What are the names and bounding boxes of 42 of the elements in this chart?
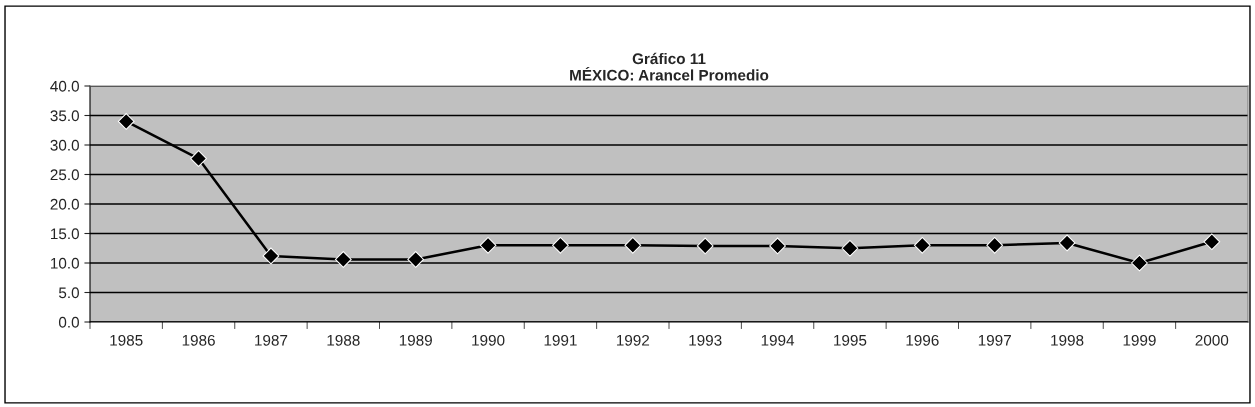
y-tick-label: 20.0 bbox=[50, 198, 79, 210]
x-tick-label: 1989 bbox=[399, 334, 432, 346]
y-tick-label: 5.0 bbox=[58, 287, 79, 299]
x-tick-label: 2000 bbox=[1195, 334, 1229, 346]
point bbox=[841, 239, 859, 257]
x-tick-label: 1993 bbox=[689, 334, 722, 346]
y-tick-label: 40.0 bbox=[50, 80, 79, 92]
x-tick-label: 1999 bbox=[1123, 334, 1156, 346]
point bbox=[769, 237, 786, 255]
point bbox=[479, 236, 497, 254]
point bbox=[1203, 233, 1221, 251]
point bbox=[117, 113, 135, 130]
x-tick-label: 1992 bbox=[616, 334, 650, 346]
x-tick-label: 1994 bbox=[761, 334, 795, 346]
x-tick-label: 1987 bbox=[255, 334, 288, 346]
chart-title: Gráfico 11 MÉXICO: Arancel Promedio bbox=[570, 52, 769, 81]
x-tick-label: 1985 bbox=[110, 334, 143, 346]
point bbox=[696, 237, 714, 255]
x-tick-label: 1991 bbox=[544, 334, 577, 346]
x-tick-label: 1986 bbox=[182, 334, 215, 346]
y-tick-label: 30.0 bbox=[50, 139, 79, 151]
point bbox=[624, 236, 642, 254]
point bbox=[334, 251, 352, 268]
x-tick-label: 1990 bbox=[472, 334, 505, 346]
point bbox=[190, 150, 207, 167]
point bbox=[262, 247, 280, 265]
point bbox=[1058, 234, 1076, 252]
point bbox=[1131, 254, 1148, 272]
point bbox=[986, 236, 1004, 254]
y-tick-label: 35.0 bbox=[50, 110, 79, 122]
x-tick-label: 1988 bbox=[327, 334, 360, 346]
x-tick-label: 1997 bbox=[978, 334, 1011, 346]
y-tick-label: 15.0 bbox=[51, 228, 79, 240]
y-tick-label: 10.0 bbox=[51, 257, 79, 269]
x-tick-label: 1996 bbox=[906, 334, 939, 346]
point bbox=[552, 236, 569, 254]
point bbox=[913, 236, 931, 254]
y-tick-label: 25.0 bbox=[50, 169, 79, 181]
y-tick-label: 0.0 bbox=[58, 316, 79, 328]
x-tick-label: 1995 bbox=[834, 334, 867, 346]
x-tick-label: 1998 bbox=[1051, 334, 1084, 346]
point bbox=[407, 251, 425, 268]
